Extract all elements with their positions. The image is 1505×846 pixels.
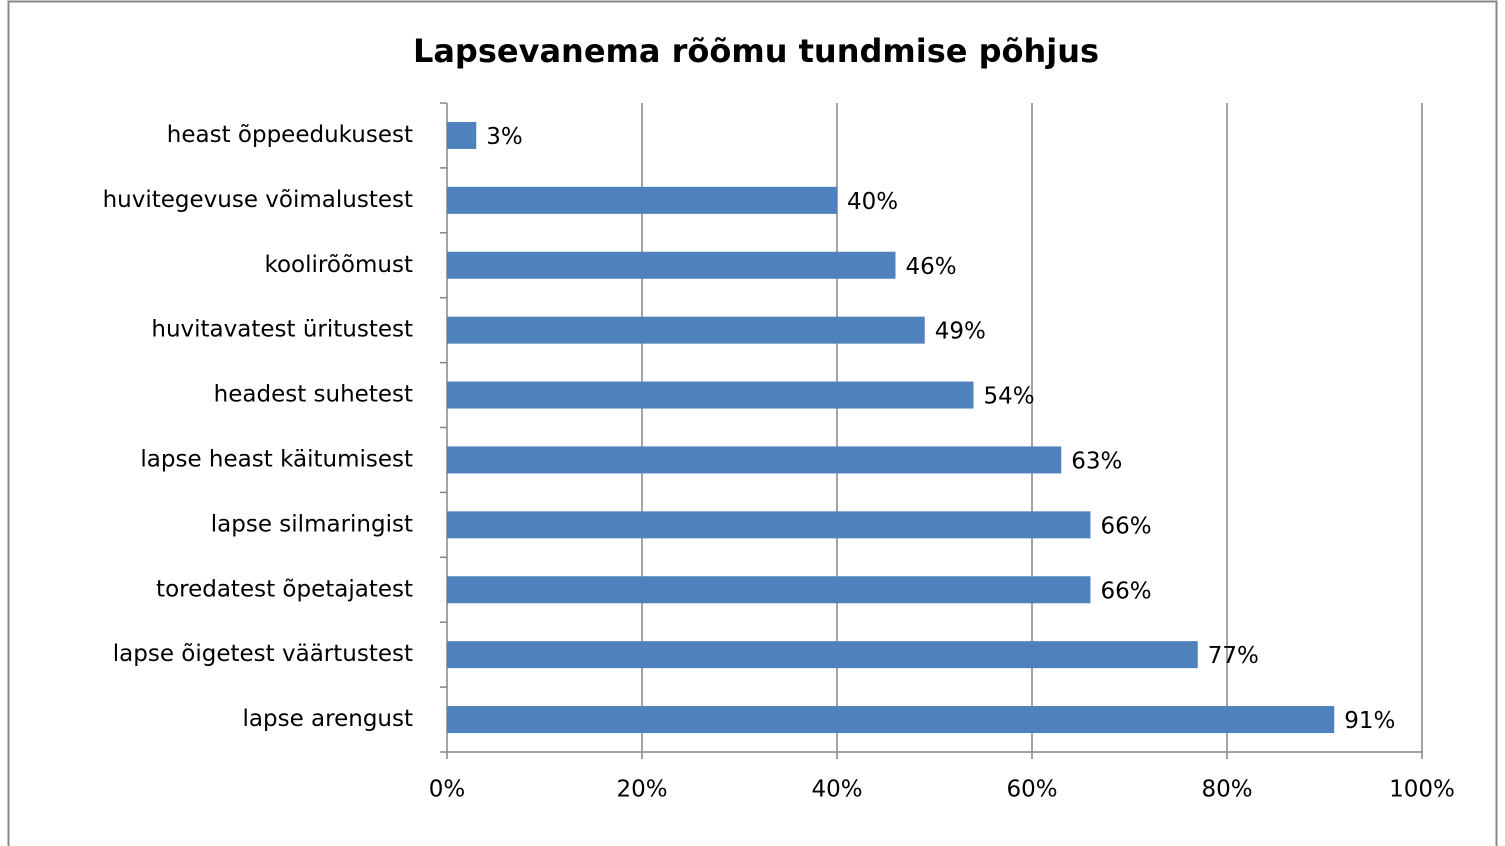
data-label: 49% [935, 319, 986, 345]
data-label: 91% [1344, 708, 1395, 734]
y-tick-label: lapse silmaringist [211, 511, 413, 537]
y-tick-label: heast õppeedukusest [167, 122, 413, 148]
y-tick-label: headest suhetest [214, 382, 413, 408]
bar [447, 316, 925, 344]
chart-title: Lapsevanema rõõmu tundmise põhjus [413, 32, 1099, 70]
chart-frame [7, 0, 1498, 846]
x-tick-label: 20% [616, 777, 667, 803]
x-tick-label: 80% [1201, 777, 1252, 803]
data-label: 77% [1208, 643, 1259, 669]
bar [447, 251, 896, 279]
bar [447, 511, 1091, 539]
data-label: 63% [1071, 448, 1122, 474]
x-tick-label: 0% [429, 777, 466, 803]
data-label: 3% [486, 124, 523, 150]
y-tick-label: toredatest õpetajatest [156, 576, 413, 602]
data-label: 54% [984, 384, 1035, 410]
data-label: 66% [1101, 513, 1152, 539]
data-label: 40% [847, 189, 898, 215]
bar [447, 381, 974, 409]
bar [447, 186, 837, 214]
x-tick-label: 100% [1389, 777, 1455, 803]
bar [447, 641, 1198, 669]
data-label: 46% [906, 254, 957, 280]
bar [447, 446, 1062, 474]
bar [447, 706, 1335, 734]
y-tick-label: huvitavatest üritustest [151, 317, 413, 343]
x-tick-label: 40% [811, 777, 862, 803]
y-tick-label: lapse õigetest väärtustest [113, 641, 413, 667]
y-tick-label: lapse arengust [243, 706, 413, 732]
y-tick-label: lapse heast käitumisest [140, 446, 413, 472]
y-tick-label: koolirõõmust [264, 252, 413, 278]
bar [447, 121, 477, 149]
bar [447, 576, 1091, 604]
y-tick-label: huvitegevuse võimalustest [103, 187, 413, 213]
data-label: 66% [1101, 578, 1152, 604]
x-tick-label: 60% [1006, 777, 1057, 803]
